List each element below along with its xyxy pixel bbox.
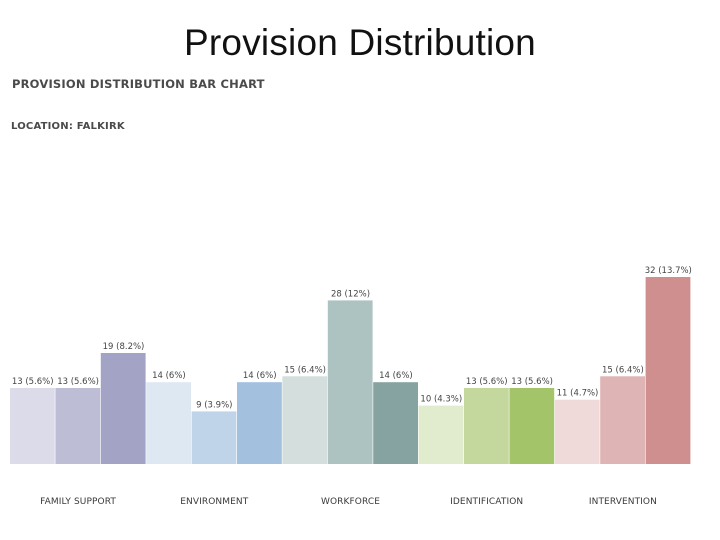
bar-data-label: 28 (12%) <box>331 289 370 299</box>
bar-data-label: 15 (6.4%) <box>284 365 326 375</box>
bar <box>100 353 146 464</box>
chart-title: PROVISION DISTRIBUTION BAR CHART <box>12 77 265 91</box>
bar <box>645 277 691 464</box>
bar <box>418 405 464 464</box>
category-axis-label: FAMILY SUPPORT <box>40 497 116 507</box>
category-axis-label: IDENTIFICATION <box>450 497 523 507</box>
bar-data-label: 14 (6%) <box>243 371 277 381</box>
bar <box>554 399 600 464</box>
category-axis-label: INTERVENTION <box>589 497 657 507</box>
bar <box>55 388 101 464</box>
bar-data-label: 10 (4.3%) <box>420 395 462 405</box>
bar <box>191 411 237 464</box>
bar <box>10 388 55 464</box>
bar <box>373 382 418 464</box>
category-axis-label: ENVIRONMENT <box>180 497 248 507</box>
bar <box>282 376 328 464</box>
bar-data-label: 19 (8.2%) <box>103 342 145 352</box>
bar-data-label: 13 (5.6%) <box>511 377 553 387</box>
bar-data-label: 32 (13.7%) <box>645 266 692 276</box>
bar <box>146 382 191 464</box>
bar <box>600 376 645 464</box>
bar-data-label: 13 (5.6%) <box>12 377 54 387</box>
bar <box>509 388 555 464</box>
bar <box>327 300 373 464</box>
bar-data-label: 13 (5.6%) <box>57 377 99 387</box>
bar-data-label: 9 (3.9%) <box>196 400 232 410</box>
bar-data-label: 14 (6%) <box>379 371 413 381</box>
category-axis-label: WORKFORCE <box>321 497 380 507</box>
slide-title: Provision Distribution <box>184 22 536 63</box>
bar <box>237 382 282 464</box>
bar-data-label: 13 (5.6%) <box>466 377 508 387</box>
chart-location-subtitle: LOCATION: FALKIRK <box>11 121 125 132</box>
bar-data-label: 11 (4.7%) <box>557 389 599 399</box>
bar-data-label: 14 (6%) <box>152 371 186 381</box>
bar-data-label: 15 (6.4%) <box>602 365 644 375</box>
bar <box>464 388 509 464</box>
